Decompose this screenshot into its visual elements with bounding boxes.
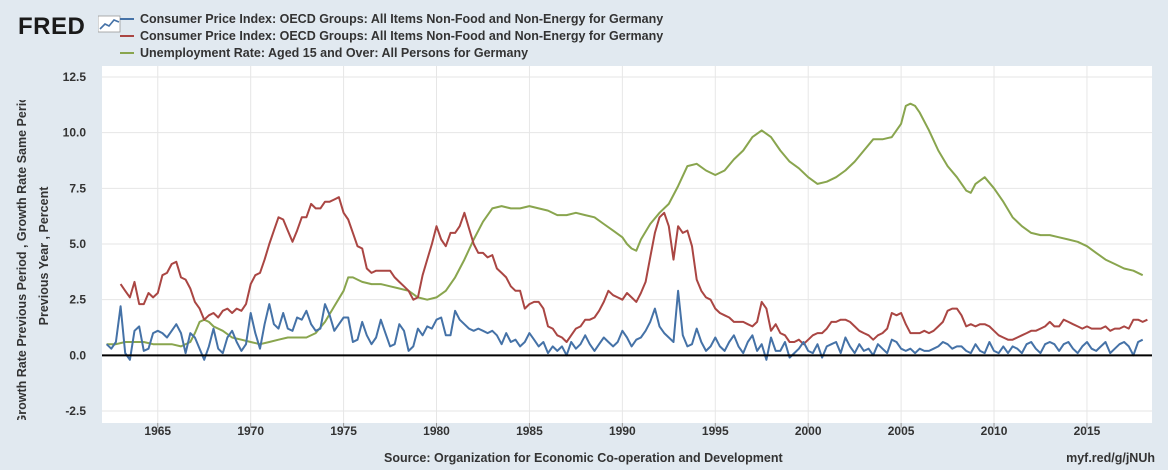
x-tick-label: 2010 [981,424,1008,438]
chart-legend: Consumer Price Index: OECD Groups: All I… [120,10,663,61]
y-tick-label: 10.0 [63,126,87,140]
logo-text: FRED [18,13,86,40]
legend-item-3: Unemployment Rate: Aged 15 and Over: All… [120,44,663,61]
x-tick-label: 1970 [237,424,264,438]
trend-line-icon [98,15,121,33]
y-axis-title-line1: Growth Rate Previous Period , Growth Rat… [15,100,29,420]
legend-label-1: Consumer Price Index: OECD Groups: All I… [140,11,664,26]
legend-item-2: Consumer Price Index: OECD Groups: All I… [120,27,663,44]
y-tick-label: 0.0 [69,348,86,362]
short-link[interactable]: myf.red/g/jNUh [1066,451,1155,465]
y-axis-title-line2: Previous Year , Percent [37,186,51,326]
x-tick-label: 1980 [423,424,450,438]
x-tick-label: 2005 [888,424,915,438]
x-tick-label: 2000 [795,424,822,438]
legend-swatch-3 [120,51,134,54]
y-tick-label: 2.5 [69,293,86,307]
x-axis-ticks: 1965 1970 1975 1980 1985 1990 1995 2000 2005 2010… [144,423,1101,438]
legend-label-2: Consumer Price Index: OECD Groups: All I… [140,28,664,43]
y-axis-ticks: -2.5 0.0 2.5 5.0 7.5 10.0 12.5 [63,70,87,418]
source-note: Source: Organization for Economic Co-ope… [384,451,783,465]
legend-swatch-1 [120,17,134,20]
y-tick-label: 12.5 [63,70,87,84]
legend-swatch-2 [120,34,134,37]
x-tick-label: 1995 [702,424,729,438]
y-tick-label: -2.5 [65,404,86,418]
series-line-3 [106,102,1144,348]
legend-label-3: Unemployment Rate: Aged 15 and Over: All… [140,45,529,60]
y-axis-title: Growth Rate Previous Period , Growth Rat… [15,100,51,420]
x-tick-label: 1975 [330,424,357,438]
series-line-2 [119,196,1148,346]
x-tick-label: 1985 [516,424,543,438]
y-tick-label: 7.5 [69,181,86,195]
x-tick-label: 2015 [1074,424,1101,438]
series-group [105,102,1148,361]
series-line-1 [105,289,1144,361]
legend-item-1: Consumer Price Index: OECD Groups: All I… [120,10,663,27]
y-tick-label: 5.0 [69,237,86,251]
x-tick-label: 1965 [144,424,171,438]
x-tick-label: 1990 [609,424,636,438]
